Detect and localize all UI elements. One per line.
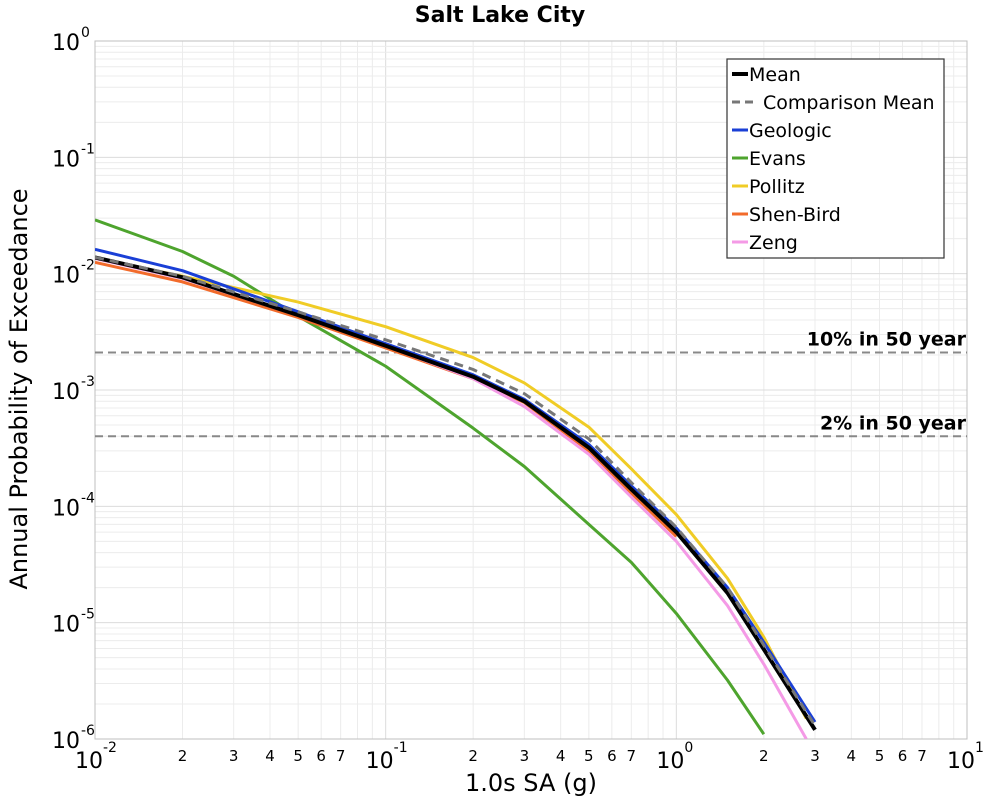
legend-label: Pollitz [749, 176, 805, 198]
x-minor-tick-label: 4 [265, 747, 275, 765]
legend-label: Evans [749, 148, 806, 170]
y-tick-base: 10 [52, 496, 80, 521]
reference-line-label: 10% in 50 year [807, 329, 967, 351]
plot-frame [94, 40, 968, 740]
x-minor-tick-label: 7 [627, 747, 637, 765]
series-line-evans [95, 218, 766, 736]
x-tick-exponent: 1 [975, 740, 984, 756]
reference-line-label: 2% in 50 year [820, 412, 967, 434]
series-line-geologic [95, 247, 817, 723]
y-tick-exponent: 0 [81, 25, 90, 41]
x-tick-label: 10-1 [366, 740, 408, 774]
y-tick-exponent: -4 [81, 490, 95, 506]
y-tick-exponent: -5 [81, 607, 95, 623]
x-minor-tick-label: 4 [847, 747, 857, 765]
legend-label: Mean [749, 64, 801, 86]
legend-label: Geologic [749, 120, 832, 142]
legend-item: Geologic [732, 120, 832, 142]
x-tick-label: 100 [656, 740, 693, 774]
y-tick-label: 10 -5 [52, 607, 95, 638]
x-minor-tick-label: 5 [875, 747, 885, 765]
x-minor-tick-label: 2 [178, 747, 188, 765]
y-axis-label: Annual Probability of Exceedance [5, 188, 33, 589]
y-tick-label: 10 -6 [52, 723, 95, 754]
legend: Mean Comparison Mean Geologic Evans Pollitz S… [726, 58, 945, 259]
y-tick-base: 10 [52, 380, 80, 405]
x-tick-exponent: 0 [684, 740, 693, 756]
x-minor-tick-label: 7 [917, 747, 927, 765]
x-minor-tick-label: 2 [468, 747, 478, 765]
y-tick-base: 10 [52, 147, 80, 172]
legend-item: Shen-Bird [732, 204, 841, 226]
series-line-mean [95, 255, 817, 731]
x-minor-tick-label: 5 [293, 747, 303, 765]
legend-item: Pollitz [732, 176, 805, 198]
y-tick-label: 10 -4 [52, 490, 95, 521]
x-minor-tick-label: 6 [316, 747, 326, 765]
x-minor-tick-label: 3 [520, 747, 530, 765]
y-tick-label: 10 0 [52, 25, 90, 56]
chart-title: Salt Lake City [415, 3, 585, 28]
x-minor-tick-label: 2 [759, 747, 769, 765]
legend-item: Mean [732, 64, 801, 86]
legend-box [726, 58, 945, 259]
y-tick-base: 10 [52, 613, 80, 638]
y-tick-base: 10 [52, 729, 80, 754]
x-tick-exponent: -2 [103, 740, 117, 756]
x-tick-base: 10 [947, 749, 975, 774]
y-tick-base: 10 [52, 31, 80, 56]
y-tick-base: 10 [52, 264, 80, 289]
x-tick-exponent: -1 [394, 740, 408, 756]
y-tick-exponent: -1 [81, 141, 95, 157]
x-minor-tick-label: 7 [336, 747, 346, 765]
y-tick-exponent: -6 [81, 723, 95, 739]
grid [94, 41, 967, 740]
x-tick-base: 10 [75, 749, 103, 774]
x-minor-tick-label: 4 [556, 747, 566, 765]
x-minor-tick-label: 3 [810, 747, 820, 765]
x-tick-label: 10-2 [75, 740, 117, 774]
legend-label: Comparison Mean [763, 92, 935, 114]
y-tick-label: 10 -1 [52, 141, 95, 172]
reference-lines: 10% in 50 year 2% in 50 year [95, 329, 967, 438]
x-tick-base: 10 [366, 749, 394, 774]
x-axis-label: 1.0s SA (g) [465, 769, 597, 797]
legend-item: Zeng [732, 232, 798, 254]
y-tick-label: 10 -3 [52, 374, 95, 405]
legend-label: Shen-Bird [749, 204, 841, 226]
y-tick-exponent: -3 [81, 374, 95, 390]
x-minor-tick-label: 6 [607, 747, 617, 765]
x-minor-tick-label: 3 [229, 747, 239, 765]
x-tick-base: 10 [656, 749, 684, 774]
legend-label: Zeng [749, 232, 798, 254]
series-lines [95, 218, 817, 739]
y-tick-label: 10 -2 [52, 258, 95, 289]
x-tick-label: 101 [947, 740, 984, 774]
x-minor-tick-label: 6 [898, 747, 908, 765]
legend-item: Comparison Mean [732, 92, 935, 114]
y-tick-exponent: -2 [81, 258, 95, 274]
x-minor-tick-label: 5 [584, 747, 594, 765]
legend-item: Evans [732, 148, 806, 170]
